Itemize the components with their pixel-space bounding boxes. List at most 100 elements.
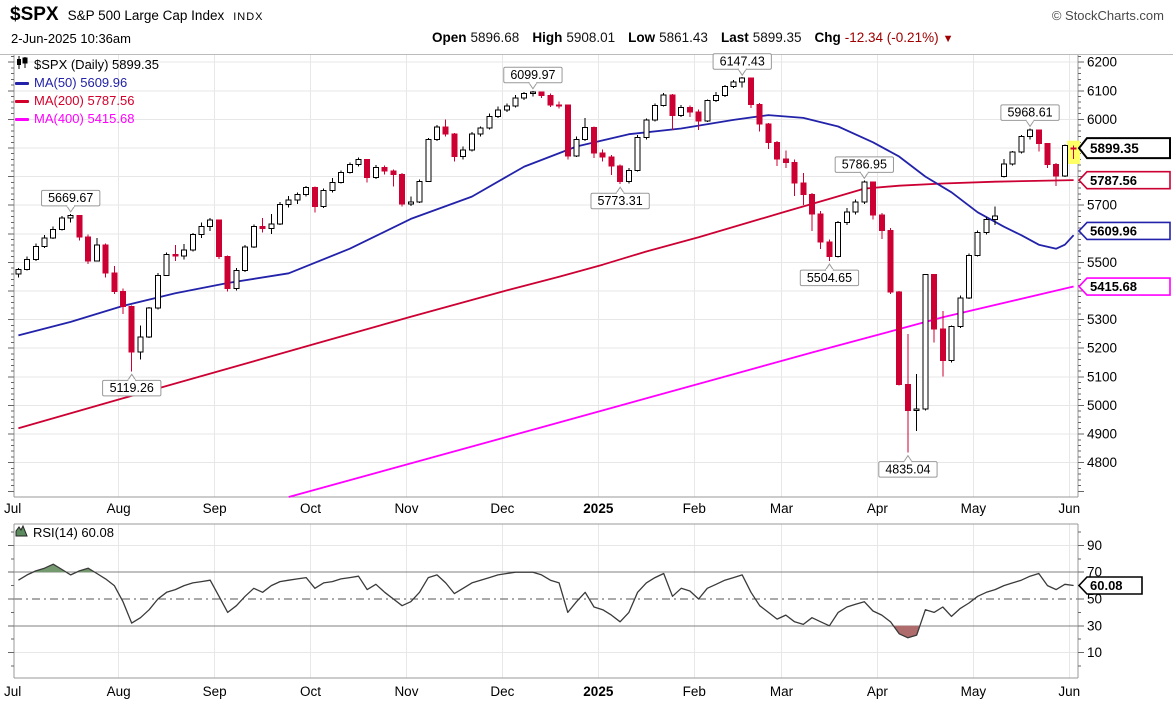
legend-ma200-row: MA(200) 5787.56 (15, 92, 159, 110)
annotation-label: 5669.67 (48, 191, 93, 205)
axis-price-tag (1077, 170, 1171, 190)
price-legend: $SPX (Daily) 5899.35 MA(50) 5609.96 MA(2… (15, 56, 159, 128)
ticker-symbol: $SPX (10, 4, 59, 25)
month-label: Apr (867, 684, 889, 699)
month-label: Jul (4, 684, 21, 699)
month-label: 2025 (583, 501, 614, 516)
month-label: Nov (394, 684, 418, 699)
last-value: 5899.35 (752, 30, 802, 45)
month-label: May (961, 684, 987, 699)
annotation-label: 5786.95 (842, 158, 887, 172)
axis-value-tags: 5899.35 5787.56 5609.96 5415.68 60.08 (1077, 137, 1171, 595)
axis-price-tag (1077, 221, 1171, 241)
change-value: -12.34 (-0.21%) (844, 30, 939, 45)
ma50-line-swatch (15, 81, 29, 85)
candlestick-icon (15, 56, 29, 74)
month-label: May (961, 501, 987, 516)
rsi-legend-label: RSI(14) 60.08 (33, 525, 114, 540)
axis-price-tag-label: 5899.35 (1090, 141, 1139, 156)
axis-price-tag-label: 5787.56 (1090, 173, 1137, 188)
price-axis-label: 5200 (1087, 341, 1117, 356)
month-label: Oct (300, 684, 321, 699)
copyright-notice: © StockCharts.com (1051, 8, 1164, 23)
annotation-label: 4835.04 (885, 462, 930, 476)
month-label: Jun (1058, 684, 1080, 699)
legend-ma400-row: MA(400) 5415.68 (15, 110, 159, 128)
rsi-legend: RSI(14) 60.08 (15, 524, 114, 540)
price-axis-label: 5000 (1087, 398, 1117, 413)
month-label: Apr (867, 501, 889, 516)
month-label: Feb (683, 684, 706, 699)
legend-ma50-label: MA(50) 5609.96 (34, 75, 128, 90)
price-axis-label: 5500 (1087, 255, 1117, 270)
annotation-label: 5504.65 (807, 271, 852, 285)
month-label: Aug (107, 501, 131, 516)
gridlines (13, 55, 1078, 678)
area-chart-icon (15, 524, 28, 540)
price-axis: 4800490050005100520053005400550056005700… (8, 55, 1117, 492)
month-label: Jul (4, 501, 21, 516)
axis-price-tag (1077, 277, 1171, 296)
chart-header: $SPX S&P 500 Large Cap Index INDX (10, 4, 264, 26)
annotation-label: 5968.61 (1007, 106, 1052, 120)
legend-ma200-label: MA(200) 5787.56 (34, 93, 135, 108)
month-label: Sep (203, 684, 227, 699)
ma200-line (18, 179, 1074, 430)
ma400-line (288, 285, 1074, 498)
open-value: 5896.68 (470, 30, 520, 45)
ma200-line-swatch (15, 99, 29, 103)
price-axis-label: 4900 (1087, 427, 1117, 442)
annotation-label: 6147.43 (720, 54, 765, 68)
rsi-axis-label: 70 (1087, 565, 1102, 580)
low-value: 5861.43 (659, 30, 708, 45)
month-labels: Jul Jul Aug Aug Sep Sep Oct Oct Nov Nov Dec Dec 2025… (4, 501, 1080, 699)
month-label: Aug (107, 684, 131, 699)
ma50-line (18, 114, 1075, 337)
open-label: Open (432, 30, 467, 45)
low-label: Low (628, 30, 656, 45)
legend-main-label: $SPX (Daily) 5899.35 (34, 57, 160, 72)
month-label: Feb (683, 501, 706, 516)
price-axis-label: 5700 (1087, 198, 1117, 213)
price-axis-label: 4800 (1087, 455, 1117, 470)
month-label: Nov (394, 501, 418, 516)
axis-price-tag (1077, 137, 1171, 160)
high-label: High (532, 30, 563, 45)
last-label: Last (720, 30, 749, 45)
axis-price-tag-label: 5609.96 (1090, 224, 1137, 239)
candles (15, 77, 1077, 453)
rsi-axis-label: 30 (1087, 618, 1102, 633)
rsi-axis-label: 10 (1087, 645, 1102, 660)
price-axis-label: 5100 (1087, 369, 1117, 384)
month-label: Oct (300, 501, 321, 516)
annotation-label: 5119.26 (110, 381, 154, 395)
rsi-curve (18, 563, 1074, 639)
panel-borders (0, 54, 1173, 679)
month-label: Dec (490, 501, 514, 516)
down-triangle-icon: ▼ (942, 33, 954, 45)
month-label: Dec (490, 684, 514, 699)
legend-ma400-label: MA(400) 5415.68 (34, 111, 135, 126)
exchange-label: INDX (233, 11, 264, 23)
annotation-label: 5773.31 (598, 194, 643, 208)
month-label: Mar (770, 684, 794, 699)
price-annotations: 5669.67 5119.26 6099.97 5773.31 6147.43 5504.… (41, 53, 1060, 478)
ma400-line-swatch (15, 117, 29, 121)
axis-price-tag (1077, 576, 1143, 595)
chart-datetime: 2-Jun-2025 10:36am (11, 31, 131, 46)
month-label: Sep (203, 501, 227, 516)
rsi-axis-label: 50 (1087, 591, 1102, 606)
month-label: Mar (770, 501, 794, 516)
price-axis-label: 5300 (1087, 312, 1117, 327)
month-label: Jun (1058, 501, 1080, 516)
axis-price-tag-label: 5415.68 (1090, 279, 1137, 294)
legend-main-row: $SPX (Daily) 5899.35 (15, 56, 159, 74)
price-axis-label: 6000 (1087, 112, 1117, 127)
price-axis-label: 6100 (1087, 83, 1117, 98)
rsi-axis-label: 90 (1087, 538, 1102, 553)
price-axis-label: 6200 (1087, 55, 1117, 70)
month-label: 2025 (583, 684, 614, 699)
axis-price-tag-label: 60.08 (1090, 578, 1123, 593)
